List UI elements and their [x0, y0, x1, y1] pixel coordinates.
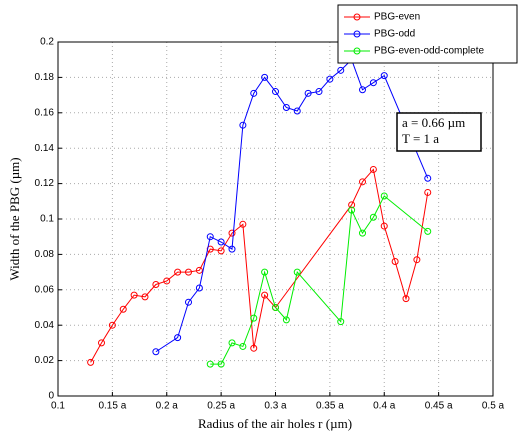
data-point	[326, 75, 334, 83]
data-point	[272, 88, 279, 96]
data-point	[380, 72, 388, 80]
data-point	[250, 89, 258, 97]
y-tick-label: 0.12	[35, 178, 55, 189]
x-tick-label: 0.15 a	[98, 401, 126, 412]
annotation-box	[396, 112, 482, 152]
data-point	[293, 107, 301, 115]
data-point	[424, 227, 432, 235]
data-point	[315, 88, 323, 96]
data-point	[206, 233, 214, 241]
data-point	[282, 103, 290, 111]
data-point	[141, 293, 149, 301]
data-point	[87, 358, 95, 366]
y-tick-label: 0.14	[35, 143, 55, 154]
data-point	[391, 257, 399, 265]
data-point	[413, 256, 421, 264]
x-tick-label: 0.5 a	[482, 401, 505, 412]
data-point	[261, 291, 269, 299]
legend-marker	[353, 30, 361, 38]
plot-frame	[57, 41, 494, 397]
x-tick-label: 0.45 a	[425, 401, 453, 412]
data-point	[239, 121, 247, 129]
y-tick-label: 0.06	[35, 284, 55, 295]
data-point	[272, 304, 279, 311]
y-tick-label: 0.18	[35, 72, 55, 83]
legend-label: PBG-odd	[374, 29, 415, 40]
data-point	[130, 291, 138, 299]
data-point	[380, 222, 388, 230]
x-tick-label: 0.25 a	[207, 401, 235, 412]
data-point	[250, 314, 258, 322]
data-point	[163, 277, 171, 285]
data-point	[424, 174, 432, 182]
data-point	[228, 229, 236, 237]
x-tick-label: 0.4 a	[373, 401, 396, 412]
annotation: a = 0.66 µm	[402, 115, 465, 130]
legend-marker	[353, 13, 361, 21]
data-point	[402, 295, 410, 303]
series-line	[155, 58, 429, 353]
legend-label: PBG-even-odd-complete	[374, 46, 484, 57]
data-point	[152, 348, 160, 356]
data-point	[195, 284, 203, 292]
data-point	[228, 245, 236, 253]
data-point	[174, 334, 182, 342]
data-point	[369, 165, 377, 173]
data-point	[424, 188, 432, 196]
data-point	[185, 298, 192, 306]
data-point	[282, 316, 290, 324]
x-tick-label: 0.1	[51, 401, 65, 412]
y-axis-label: Width of the PBG (µm)	[7, 157, 22, 280]
y-tick-label: 0.2	[40, 37, 54, 48]
series-line	[210, 195, 429, 365]
y-tick-label: 0.08	[35, 249, 55, 260]
data-point	[206, 360, 214, 368]
data-point	[337, 318, 345, 326]
data-point	[239, 342, 247, 350]
data-point	[337, 66, 345, 74]
data-point	[217, 247, 225, 255]
data-point	[174, 268, 182, 276]
data-point	[359, 229, 366, 237]
data-point	[108, 321, 116, 329]
data-point	[119, 305, 127, 313]
data-point	[261, 268, 269, 276]
data-point	[228, 339, 236, 347]
legend-marker	[353, 47, 361, 55]
data-point	[369, 213, 377, 221]
data-point	[217, 360, 225, 368]
data-point	[348, 201, 356, 209]
data-point	[380, 192, 388, 200]
x-tick-label: 0.2 a	[156, 401, 179, 412]
annotation: T = 1 a	[402, 131, 439, 146]
y-tick-label: 0.04	[35, 320, 55, 331]
data-point	[304, 89, 312, 97]
x-tick-label: 0.3 a	[264, 401, 287, 412]
y-tick-label: 0.02	[35, 355, 55, 366]
data-point	[152, 280, 160, 288]
data-point	[185, 268, 192, 276]
data-point	[250, 344, 258, 352]
data-point	[195, 266, 203, 274]
y-tick-label: 0.1	[40, 214, 54, 225]
y-tick-label: 0.16	[35, 107, 55, 118]
x-tick-label: 0.35 a	[316, 401, 344, 412]
data-point	[293, 268, 301, 276]
data-point	[359, 178, 366, 186]
data-point	[239, 220, 247, 228]
data-point	[359, 86, 366, 94]
data-point	[98, 339, 105, 347]
data-point	[348, 206, 356, 214]
legend-label: PBG-even	[374, 12, 420, 23]
y-tick-label: 0	[48, 391, 54, 402]
data-point	[369, 79, 377, 87]
x-axis-label: Radius of the air holes r (µm)	[198, 416, 352, 431]
data-point	[261, 73, 269, 81]
data-point	[217, 238, 225, 246]
series-line	[90, 168, 429, 363]
